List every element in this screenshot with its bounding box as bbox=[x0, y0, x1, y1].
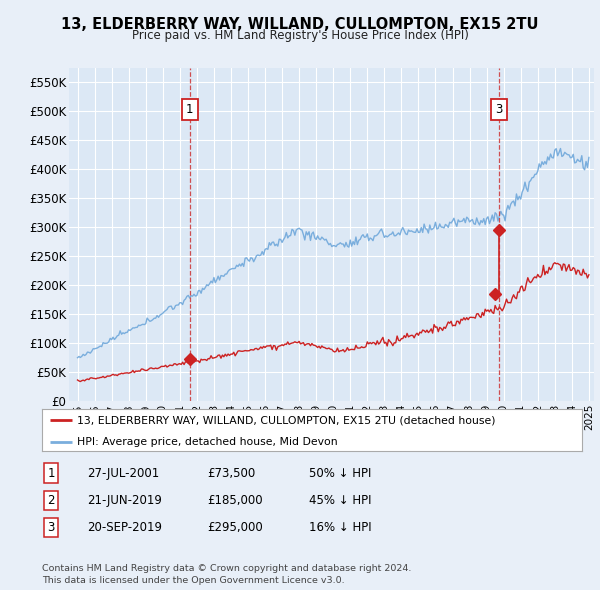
Text: 3: 3 bbox=[47, 521, 55, 534]
Text: Contains HM Land Registry data © Crown copyright and database right 2024.
This d: Contains HM Land Registry data © Crown c… bbox=[42, 564, 412, 585]
Text: 2: 2 bbox=[47, 494, 55, 507]
Text: 20-SEP-2019: 20-SEP-2019 bbox=[87, 521, 162, 534]
Text: 3: 3 bbox=[495, 103, 503, 116]
Text: 13, ELDERBERRY WAY, WILLAND, CULLOMPTON, EX15 2TU (detached house): 13, ELDERBERRY WAY, WILLAND, CULLOMPTON,… bbox=[77, 415, 496, 425]
Text: HPI: Average price, detached house, Mid Devon: HPI: Average price, detached house, Mid … bbox=[77, 437, 338, 447]
Text: 1: 1 bbox=[186, 103, 193, 116]
Text: 21-JUN-2019: 21-JUN-2019 bbox=[87, 494, 162, 507]
Text: £73,500: £73,500 bbox=[207, 467, 255, 480]
Text: 16% ↓ HPI: 16% ↓ HPI bbox=[309, 521, 371, 534]
Text: 45% ↓ HPI: 45% ↓ HPI bbox=[309, 494, 371, 507]
Text: 50% ↓ HPI: 50% ↓ HPI bbox=[309, 467, 371, 480]
Text: £185,000: £185,000 bbox=[207, 494, 263, 507]
Text: 1: 1 bbox=[47, 467, 55, 480]
Text: 13, ELDERBERRY WAY, WILLAND, CULLOMPTON, EX15 2TU: 13, ELDERBERRY WAY, WILLAND, CULLOMPTON,… bbox=[61, 17, 539, 31]
Text: £295,000: £295,000 bbox=[207, 521, 263, 534]
Text: Price paid vs. HM Land Registry's House Price Index (HPI): Price paid vs. HM Land Registry's House … bbox=[131, 29, 469, 42]
Text: 27-JUL-2001: 27-JUL-2001 bbox=[87, 467, 159, 480]
